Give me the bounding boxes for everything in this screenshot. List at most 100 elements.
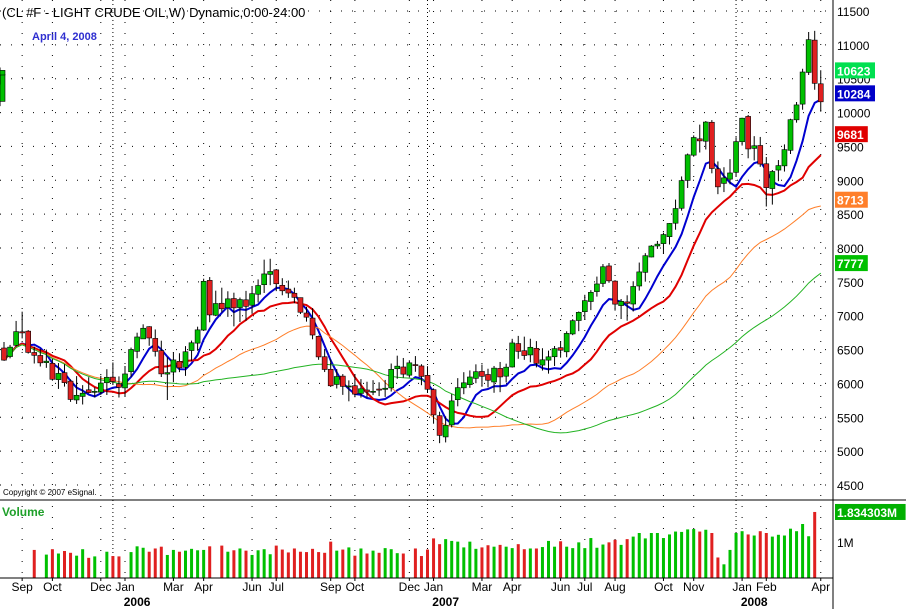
x-tick-label: Jan	[424, 580, 443, 594]
candle-body	[231, 298, 237, 309]
candle-body	[727, 172, 733, 180]
price-tag-bg	[835, 85, 875, 102]
x-tick-label: Jan	[732, 580, 751, 594]
candle	[709, 120, 715, 174]
price-tags: 10623 10284 9681 8713 7777 1.834303M	[835, 62, 906, 520]
candle	[255, 279, 261, 303]
candle	[297, 297, 304, 315]
volume-bar	[752, 535, 756, 578]
volume-bar	[383, 548, 387, 578]
candle	[212, 290, 219, 317]
candle-body	[400, 366, 407, 375]
candle	[600, 264, 606, 288]
volume-bar	[631, 536, 635, 578]
volume-bar	[674, 531, 678, 578]
volume-bar	[559, 541, 563, 578]
candle	[551, 345, 558, 366]
candle-body	[460, 382, 467, 389]
volume-bar	[444, 539, 448, 578]
volume-bar	[801, 524, 805, 578]
candle-body	[551, 348, 558, 358]
candle	[98, 375, 104, 395]
ma-blue-line	[3, 98, 822, 425]
candle-body	[346, 385, 352, 388]
candle-body	[43, 360, 50, 363]
x-year-label: 2006	[124, 595, 151, 609]
volume-bar	[704, 529, 708, 578]
candle	[231, 292, 237, 327]
candle	[152, 329, 159, 357]
volume-bar	[238, 548, 242, 578]
volume-bar	[722, 564, 726, 578]
candle	[503, 363, 509, 383]
volume-bar	[268, 554, 272, 578]
volume-bar	[486, 545, 490, 578]
candle	[364, 381, 370, 398]
volume-bar	[504, 546, 508, 578]
candle-body	[7, 346, 13, 357]
candle-body	[757, 145, 764, 165]
candle	[116, 376, 122, 398]
x-tick-label: Jul	[577, 580, 592, 594]
volume-bar	[50, 549, 54, 578]
candle-body	[503, 366, 509, 377]
candle-body	[61, 372, 68, 383]
candle-body	[678, 180, 685, 209]
candle-body	[612, 280, 618, 305]
volume-bar	[371, 550, 375, 578]
candle	[739, 117, 745, 146]
candle-body	[291, 292, 298, 298]
candle-body	[751, 145, 758, 149]
volume-bar	[637, 533, 641, 578]
volume-bar	[426, 549, 429, 578]
candle-body	[594, 283, 600, 292]
candle-body	[479, 371, 485, 377]
volume-bar	[692, 529, 696, 578]
candle	[430, 388, 437, 424]
volume-title: Volume	[2, 505, 45, 519]
price-tag-label: 10284	[837, 87, 871, 101]
x-tick-label: Sep	[11, 580, 33, 594]
volume-bar	[196, 550, 200, 578]
volume-bar	[220, 545, 224, 578]
x-tick-label: Sep	[320, 580, 342, 594]
x-tick-label: Oct	[654, 580, 673, 594]
volume-bar	[547, 540, 550, 578]
ma-green-line	[3, 272, 822, 434]
candle-body	[436, 415, 443, 436]
x-tick-label: Oct	[43, 580, 62, 594]
x-tick-label: Jul	[269, 580, 284, 594]
volume-bar	[782, 535, 786, 578]
volume-bar	[668, 534, 671, 578]
candle-body	[545, 356, 552, 361]
candle	[339, 374, 346, 395]
candle-body	[116, 383, 122, 388]
candle	[811, 30, 818, 90]
volume-bar	[401, 553, 405, 578]
candle-body	[630, 286, 637, 305]
candle-body	[557, 347, 564, 351]
candle-body	[0, 70, 6, 76]
volume-bars	[32, 511, 817, 578]
candle-body	[79, 392, 86, 397]
volume-bar	[87, 557, 91, 578]
volume-bar	[56, 553, 60, 578]
x-tick-label: Oct	[346, 580, 365, 594]
candle-body	[219, 302, 225, 310]
volume-bar	[528, 548, 532, 578]
candle-body	[261, 273, 267, 286]
candle-body	[225, 298, 231, 309]
candle-body	[146, 326, 152, 339]
candle-body	[648, 245, 655, 258]
candle	[182, 346, 189, 376]
x-tick-label: Jun	[242, 580, 261, 594]
candle	[291, 287, 298, 304]
candle	[715, 161, 721, 195]
volume-bar	[450, 540, 454, 578]
volume-bar	[111, 556, 115, 578]
candle	[491, 365, 497, 393]
volume-bar	[770, 536, 774, 578]
volume-bar	[607, 542, 611, 578]
volume-bar	[226, 551, 230, 578]
candle	[751, 136, 758, 161]
